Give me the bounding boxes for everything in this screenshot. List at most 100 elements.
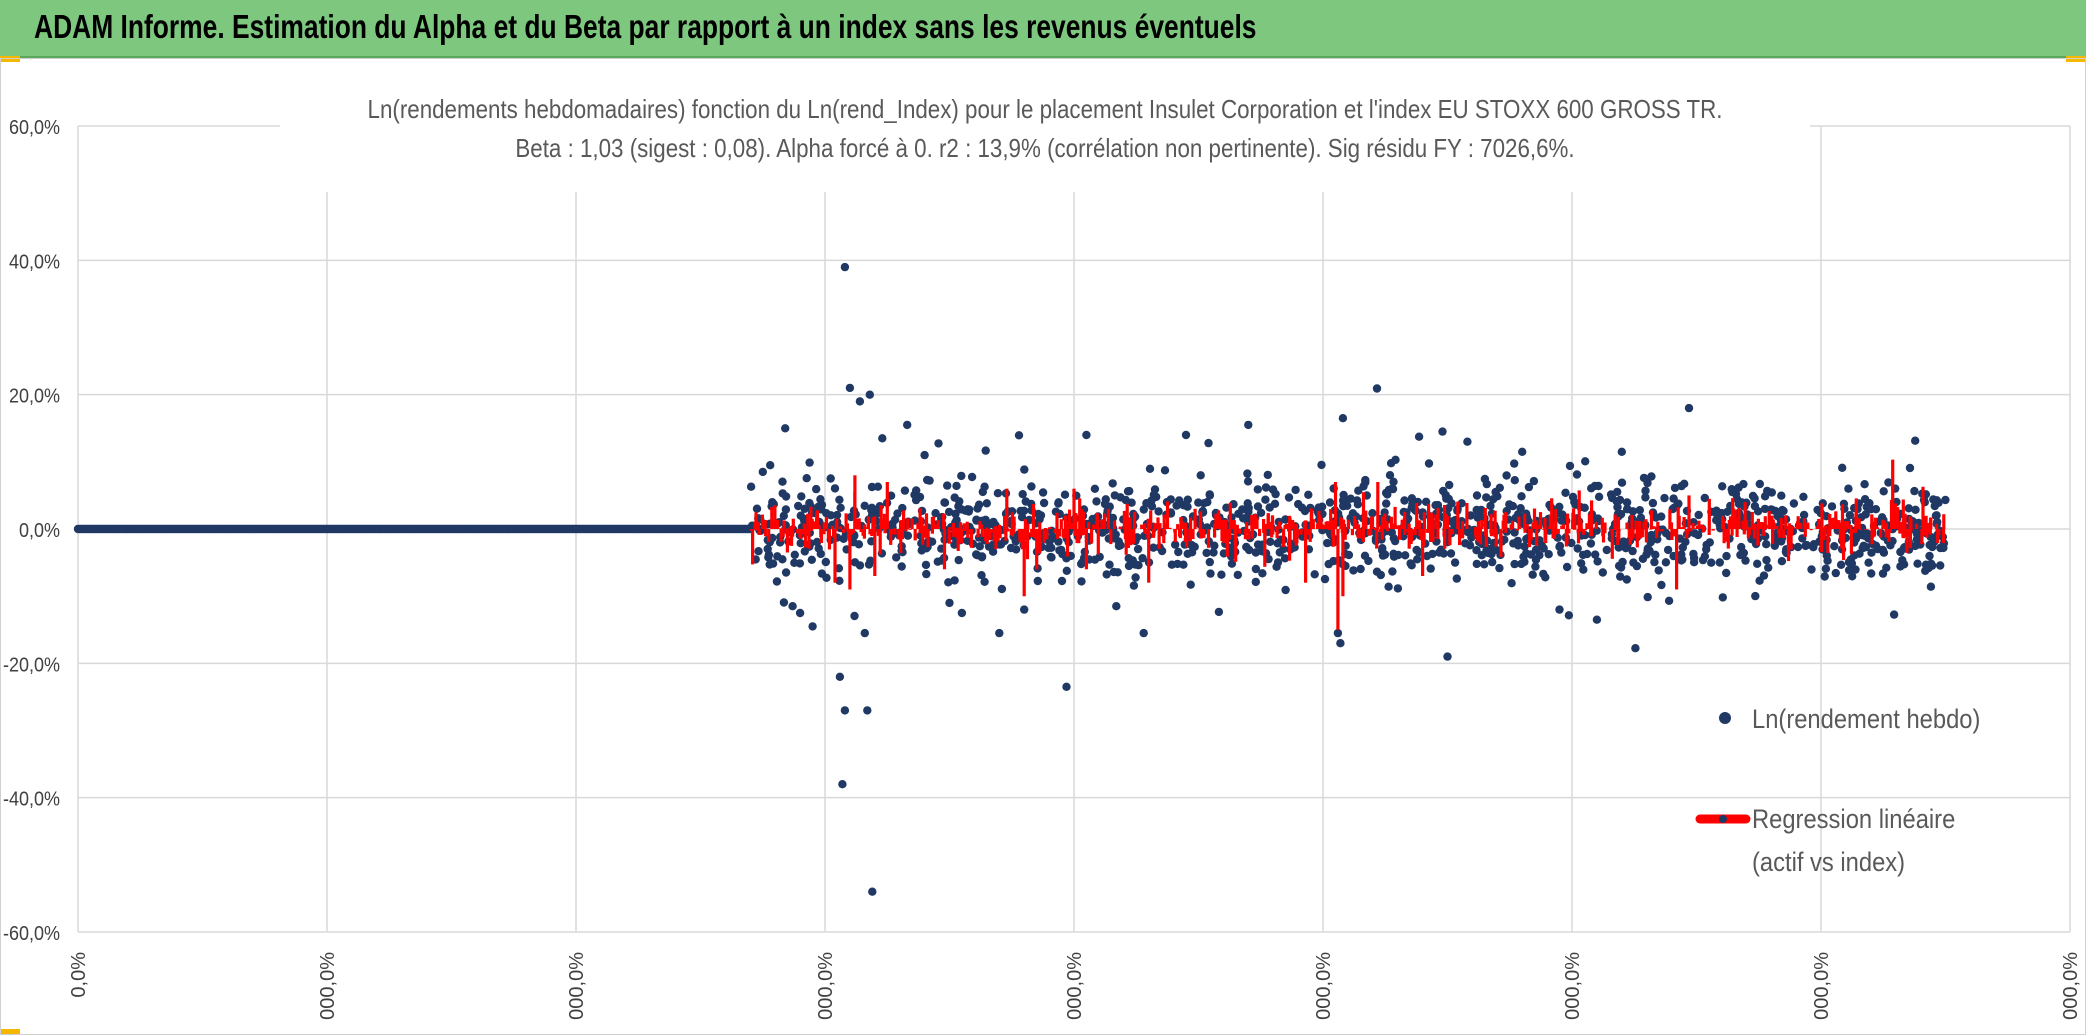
data-point [1911,505,1920,514]
title-background [280,86,1810,192]
data-point [1438,427,1447,436]
data-point [1643,544,1653,553]
data-point [1558,510,1567,519]
x-tick-label: 000,0% [1064,952,1086,1020]
data-point [1561,488,1570,497]
data-point [982,522,991,531]
data-point [1905,463,1915,473]
data-point [779,511,788,521]
data-point [1643,592,1652,602]
data-point [1928,542,1937,552]
data-point [1090,484,1100,493]
scatter-chart: 60,0% 40,0% 20,0% 0,0% -20,0% -40,0% -60,0% 0,0… [3,86,2082,1020]
data-point [836,503,845,512]
data-point [1564,611,1574,620]
data-point [1265,503,1274,512]
data-point [1931,511,1941,520]
data-point [1020,465,1029,474]
data-point [1102,570,1111,579]
y-tick-label: -40,0% [3,789,60,811]
data-point [1242,542,1251,552]
data-point [788,602,797,611]
data-point [814,502,823,511]
data-point [1214,607,1224,617]
data-point [1941,495,1950,505]
data-point [1465,541,1475,550]
data-point [1799,510,1809,520]
chart-title-line1: Ln(rendements hebdomadaires) fonction du… [368,95,1723,124]
data-point [1428,549,1437,559]
data-point [1006,543,1016,553]
data-point [1848,572,1857,581]
data-point [826,474,835,483]
data-point [1586,539,1596,548]
data-point [1767,488,1777,497]
data-point [1108,513,1118,523]
data-point [863,706,872,715]
data-point [1139,628,1148,638]
chart-title-line2: Beta : 1,03 (sigest : 0,08). Alpha forcé… [515,134,1574,163]
data-point [746,482,756,491]
data-point [1333,628,1343,638]
data-point [1457,499,1466,508]
data-point [1827,502,1837,511]
data-point [1389,534,1399,543]
data-point [1039,498,1049,508]
data-point [830,484,840,493]
data-point [954,555,963,565]
data-point [867,482,877,492]
data-point [800,547,809,556]
data-point [1641,486,1650,495]
data-point [781,424,790,433]
data-point [1317,460,1326,470]
data-point [1861,542,1871,552]
data-point [1926,582,1936,591]
data-point [1664,596,1674,605]
data-point [1472,559,1482,569]
data-point [1062,566,1072,575]
data-point [1715,558,1725,567]
data-point [967,472,977,482]
header-banner: ADAM Informe. Estimation du Alpha et du … [0,0,2086,58]
data-point [1472,491,1482,500]
data-point [1281,585,1290,595]
data-point [1638,554,1648,563]
axis-labels: 60,0% 40,0% 20,0% 0,0% -20,0% -40,0% -60,0% 0,0… [3,117,2082,1020]
data-point [1539,569,1548,579]
data-point [1244,420,1253,430]
data-point [1251,577,1261,587]
data-point [802,474,811,483]
data-point [1623,504,1632,514]
data-point [1577,559,1586,568]
data-point [1510,459,1519,468]
data-point [1127,498,1136,507]
data-point [1660,493,1669,503]
data-point [963,536,972,545]
data-point [1684,403,1694,413]
data-point [1304,490,1313,499]
x-tick-label: 000,0% [815,952,837,1020]
data-point [812,537,822,547]
data-point [1452,574,1462,583]
data-point [1614,543,1623,552]
data-point [1014,431,1024,440]
data-point [816,495,825,504]
legend-marker-regression-dot [1719,815,1727,823]
data-point [1702,540,1711,550]
data-point [1594,492,1604,501]
data-point [1138,554,1147,563]
data-point [981,446,990,455]
y-tick-label: 40,0% [9,252,60,274]
data-point [950,493,959,502]
data-point [1173,559,1182,569]
data-point [1777,491,1786,500]
data-point [1406,559,1415,568]
data-point [1929,495,1938,504]
data-point [1750,494,1759,503]
data-point [1882,563,1891,572]
data-point [1520,542,1529,551]
data-point [1133,544,1143,554]
data-point [1593,557,1602,566]
data-point [1383,490,1392,499]
data-point [1253,540,1263,549]
